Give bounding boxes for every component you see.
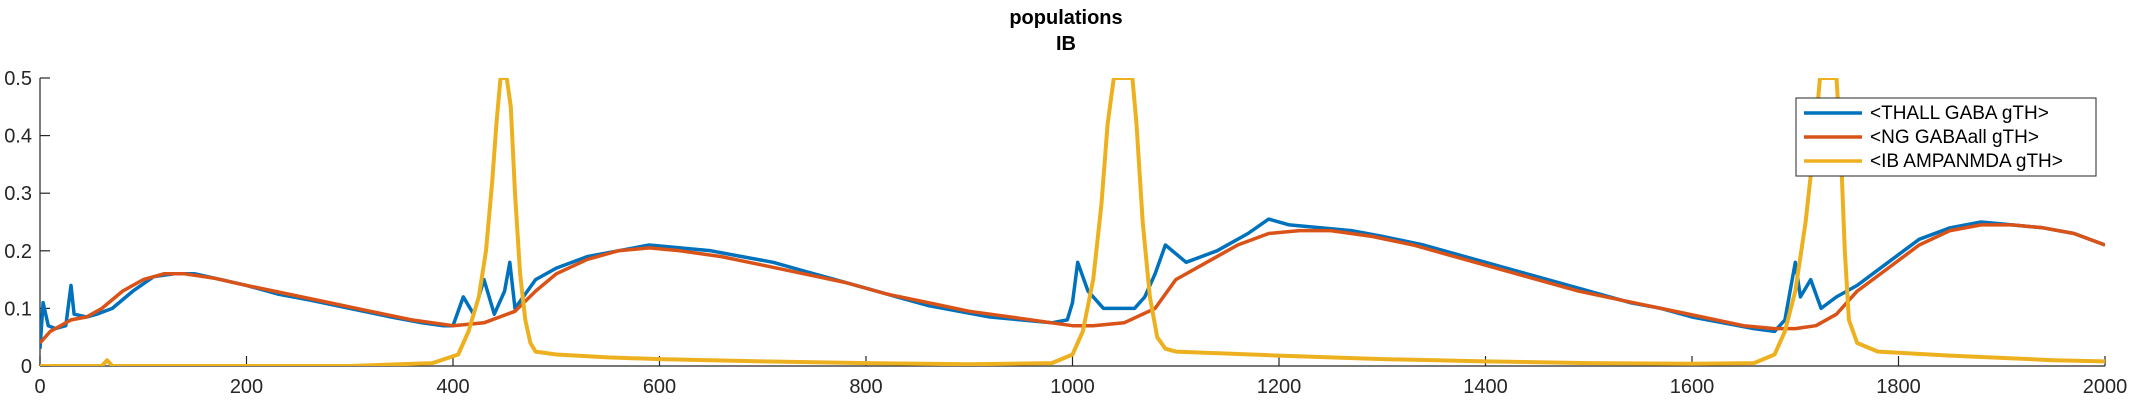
x-tick-label: 400 [436,376,469,398]
x-tick-label: 1200 [1257,376,1302,398]
axes: 0 200 400 600 800 1000 1200 1400 1600 1800 2000 0 0.… [4,68,2127,398]
x-tick-label: 600 [643,376,676,398]
y-tick-label: 0 [21,356,32,378]
title-line-2: IB [1056,33,1076,55]
series-line-2 [40,223,2105,345]
y-tick-label: 0.4 [4,126,32,148]
y-tick-label: 0.3 [4,183,32,205]
x-tick-label: 1800 [1876,376,1921,398]
x-tick-label: 1600 [1670,376,1715,398]
x-tick-label: 2000 [2083,376,2128,398]
x-tick-label: 1400 [1463,376,1508,398]
y-tick-label: 0.1 [4,298,32,320]
title-line-1: populations [1009,7,1122,29]
legend-label: <IB AMPANMDA gTH> [1870,151,2063,172]
x-tick-label: 0 [34,376,45,398]
series-lines [40,78,2105,366]
legend: <THALL GABA gTH> <NG GABAall gTH> <IB AMPA… [1795,97,2097,177]
x-tick-label: 200 [230,376,263,398]
y-tick-label: 0.5 [4,68,32,90]
chart-title: populations IB [1009,7,1122,55]
y-tick-label: 0.2 [4,241,32,263]
legend-label: <THALL GABA gTH> [1870,103,2049,124]
x-tick-label: 800 [849,376,882,398]
series-line-3 [40,78,2105,366]
x-tick-label: 1000 [1050,376,1095,398]
legend-label: <NG GABAall gTH> [1870,127,2039,148]
